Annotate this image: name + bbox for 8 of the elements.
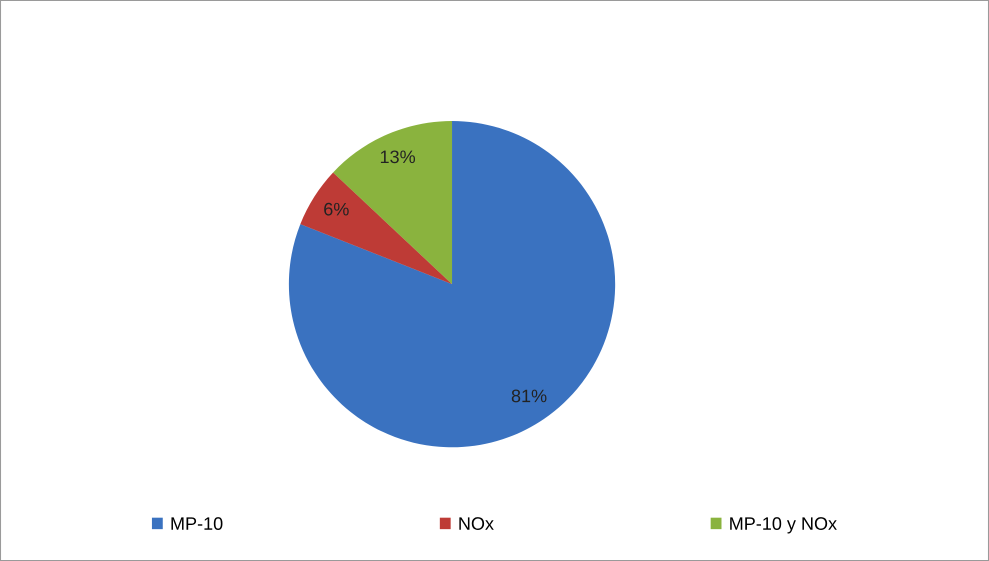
pie-slice — [300, 172, 452, 284]
legend-label: MP-10 — [171, 517, 222, 530]
pie-slice — [288, 121, 616, 448]
legend-label: MP-10 y NOx — [730, 517, 837, 534]
data-label: 13% — [380, 150, 416, 164]
data-label: 6% — [324, 202, 349, 216]
data-label: 81% — [512, 390, 546, 402]
legend-label: NOx — [459, 517, 494, 530]
